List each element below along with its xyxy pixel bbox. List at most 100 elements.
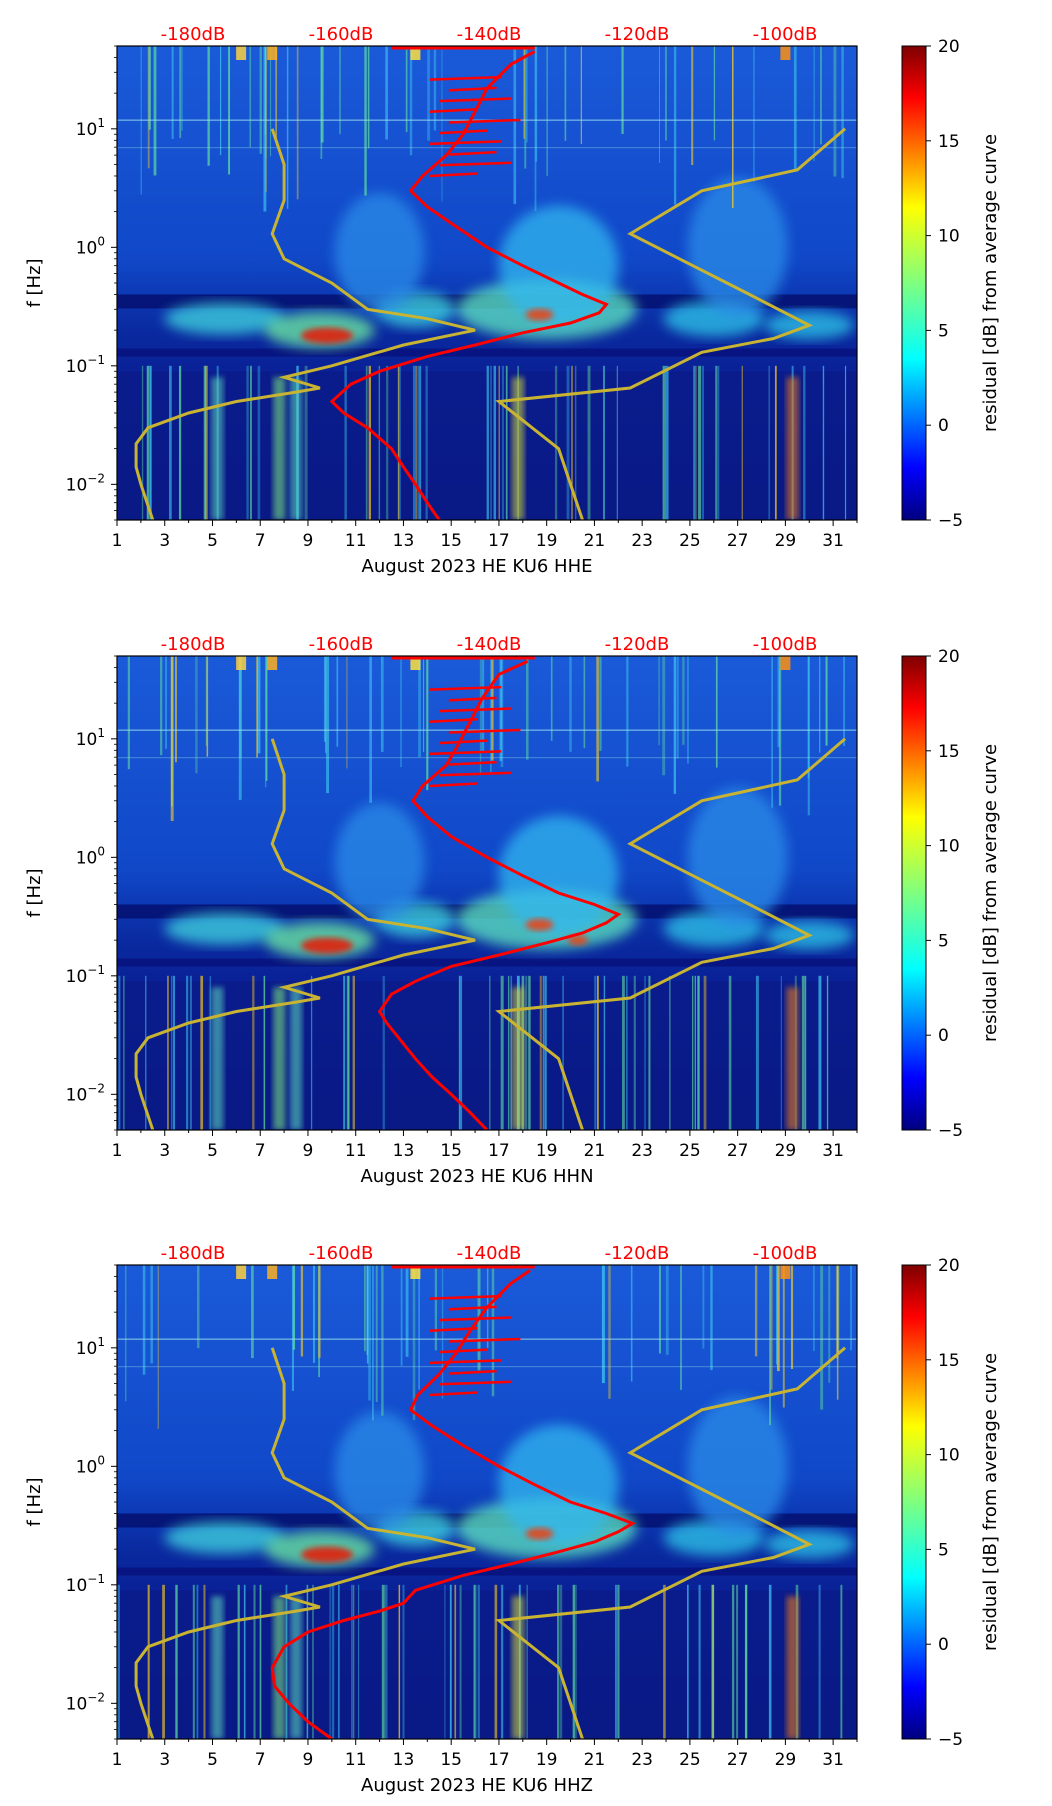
y-tick-label: 100: [76, 844, 105, 868]
noise-streak: [162, 1584, 165, 1739]
noise-streak: [265, 46, 267, 192]
noise-streak: [249, 46, 252, 148]
noise-streak: [479, 656, 482, 776]
noise-streak: [777, 656, 781, 748]
x-tick-label: 9: [303, 1141, 314, 1161]
y-tick-label: 10−1: [66, 353, 105, 377]
x-tick-label: 31: [822, 531, 844, 551]
noise-streak: [626, 656, 629, 767]
noise-streak: [569, 656, 572, 752]
db-scale-label: -140dB: [457, 634, 522, 655]
noise-streak: [510, 975, 513, 1130]
noise-streak: [259, 1584, 262, 1739]
noise-streak: [433, 46, 437, 131]
noise-streak: [698, 1584, 701, 1739]
microseism-blob: [687, 1396, 788, 1537]
noise-streak: [186, 975, 189, 1130]
noise-streak: [291, 1265, 294, 1392]
noise-streak: [534, 46, 537, 212]
noise-streak: [175, 1584, 178, 1739]
db-scale-label: -160dB: [309, 1243, 374, 1264]
top-burst: [410, 1265, 421, 1279]
noise-streak: [165, 656, 167, 749]
low-band-streak: [273, 377, 286, 520]
db-scale-label: -100dB: [753, 24, 818, 45]
noise-streak: [337, 1584, 340, 1739]
noise-streak: [263, 975, 266, 1130]
noise-streak: [304, 365, 308, 520]
noise-streak: [562, 975, 565, 1130]
x-tick-label: 17: [488, 1750, 510, 1770]
noise-streak: [326, 656, 330, 794]
db-scale-label: -120dB: [605, 1243, 670, 1264]
spectrogram-panel-1: 1 3 5 7 9 11 13 15 17 19 21 23 25 27 29 3110110010−110−…: [24, 24, 1001, 577]
horizontal-line: [117, 757, 857, 759]
noise-streak: [507, 975, 510, 1130]
noise-streak: [170, 975, 173, 1130]
noise-streak: [205, 656, 207, 747]
horizontal-line: [117, 1366, 857, 1368]
noise-streak: [601, 1265, 605, 1384]
noise-streak: [658, 1265, 661, 1354]
noise-streak: [238, 656, 242, 800]
noise-streak: [200, 975, 204, 1130]
colorbar-gradient: [901, 655, 927, 1131]
red-curve-wiggle: [439, 707, 511, 713]
olive-curve-right: [495, 127, 847, 520]
noise-streak: [494, 1584, 498, 1739]
noise-streak: [754, 1265, 758, 1357]
noise-streak: [486, 365, 489, 520]
noise-streak: [662, 656, 666, 776]
noise-streak: [822, 365, 825, 520]
red-curve-wiggle: [439, 129, 488, 135]
x-tick-label: 27: [727, 1750, 749, 1770]
db-scale-label: -140dB: [457, 1243, 522, 1264]
y-tick-label: 10−1: [66, 963, 105, 987]
noise-streak: [770, 1265, 773, 1390]
noise-streak: [575, 365, 577, 520]
noise-streak: [384, 1584, 387, 1739]
noise-streak: [397, 365, 400, 520]
db-scale-label: -120dB: [605, 634, 670, 655]
noise-streak: [386, 1584, 388, 1739]
noise-streak: [702, 1265, 705, 1349]
noise-streak: [444, 1584, 446, 1739]
noise-streak: [263, 46, 267, 212]
noise-streak: [118, 975, 121, 1130]
noise-streak: [419, 365, 422, 520]
x-tick-label: 1: [112, 1141, 123, 1161]
noise-streak: [828, 1265, 831, 1383]
noise-streak: [715, 365, 718, 520]
colorbar-tick-label: 0: [938, 1026, 949, 1046]
db-scale-label: -180dB: [161, 24, 226, 45]
x-tick-label: 23: [631, 1141, 653, 1161]
x-tick-label: 11: [345, 1141, 367, 1161]
x-tick-label: 11: [345, 1750, 367, 1770]
noise-streak: [694, 975, 696, 1130]
noise-streak: [498, 365, 500, 520]
olive-curve-right: [495, 737, 847, 1130]
noise-streak: [665, 365, 669, 520]
x-tick-label: 19: [536, 531, 558, 551]
noise-streak: [181, 46, 183, 131]
noise-streak: [662, 365, 665, 520]
noise-streak: [768, 365, 771, 520]
noise-streak: [575, 1584, 577, 1739]
noise-streak: [616, 365, 618, 520]
x-tick-label: 25: [679, 531, 701, 551]
noise-streak: [259, 46, 262, 154]
noise-streak: [836, 1265, 839, 1400]
db-scale-label: -100dB: [753, 634, 818, 655]
noise-streak: [257, 656, 260, 754]
spectrogram-image: [117, 1265, 857, 1739]
noise-streak: [339, 46, 341, 135]
red-curve-wiggle: [439, 739, 488, 745]
noise-streak: [658, 656, 660, 746]
noise-streak: [692, 975, 694, 1130]
low-band-streak: [786, 377, 799, 520]
noise-streak: [458, 975, 460, 1130]
noise-streak: [818, 975, 822, 1130]
noise-streak: [312, 1265, 316, 1363]
noise-streak: [633, 975, 636, 1130]
red-curve-wiggle: [448, 728, 521, 734]
